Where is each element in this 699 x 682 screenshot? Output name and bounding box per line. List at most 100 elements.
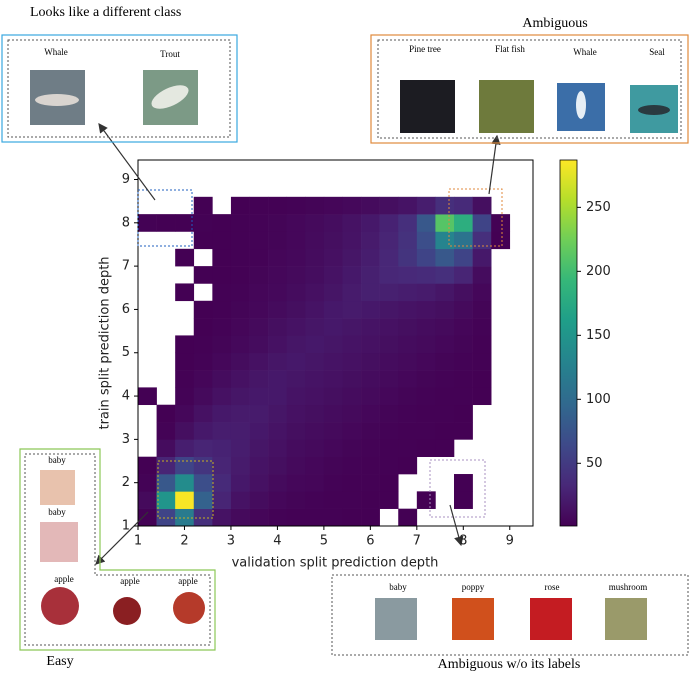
heatmap-cell bbox=[323, 283, 343, 302]
heatmap-cell bbox=[454, 387, 473, 406]
heatmap-cell bbox=[212, 231, 232, 250]
heatmap-cell bbox=[212, 318, 232, 336]
heatmap-cell bbox=[138, 387, 157, 406]
heatmap-cell bbox=[230, 387, 250, 406]
heatmap-cell bbox=[342, 266, 362, 284]
heatmap-cell bbox=[268, 248, 288, 267]
heatmap-cell bbox=[193, 422, 213, 440]
heatmap-cell bbox=[379, 300, 399, 319]
heatmap-cell bbox=[156, 422, 176, 440]
heatmap-cell bbox=[416, 370, 436, 388]
heatmap-cell bbox=[175, 352, 195, 371]
heatmap-cell bbox=[361, 387, 380, 406]
heatmap-cell bbox=[379, 318, 399, 336]
heatmap-cell bbox=[361, 370, 380, 388]
heatmap-cell bbox=[193, 231, 213, 250]
heatmap-cell bbox=[435, 439, 455, 457]
y-tick-label: 4 bbox=[122, 389, 130, 404]
heatmap-cell bbox=[249, 283, 269, 302]
thumbnail bbox=[40, 470, 75, 505]
heatmap-cell bbox=[379, 422, 399, 440]
heatmap-cell bbox=[323, 387, 343, 406]
heatmap-cell bbox=[435, 214, 455, 232]
heatmap-cell bbox=[305, 248, 325, 267]
image-label: baby bbox=[389, 582, 407, 592]
heatmap-cell bbox=[138, 508, 157, 527]
colorbar-tick-label: 200 bbox=[586, 264, 611, 279]
heatmap-cell bbox=[361, 404, 380, 423]
thumbnail bbox=[113, 597, 141, 625]
heatmap-cell bbox=[268, 352, 288, 371]
heatmap-cell bbox=[361, 231, 380, 250]
heatmap-cell bbox=[175, 404, 195, 423]
heatmap-cell bbox=[268, 422, 288, 440]
heatmap-cell bbox=[286, 300, 306, 319]
heatmap-cell bbox=[175, 508, 195, 527]
heatmap-cell bbox=[398, 439, 418, 457]
heatmap-cell bbox=[286, 248, 306, 267]
heatmap-cell bbox=[398, 387, 418, 406]
heatmap-cell bbox=[342, 318, 362, 336]
heatmap-cell bbox=[435, 335, 455, 354]
heatmap-cell bbox=[379, 404, 399, 423]
heatmap-cell bbox=[249, 474, 269, 492]
heatmap-cell bbox=[268, 231, 288, 250]
heatmap-cell bbox=[286, 456, 306, 475]
heatmap-cell bbox=[454, 335, 473, 354]
heatmap-cell bbox=[379, 474, 399, 492]
heatmap-cell bbox=[398, 508, 418, 527]
image-label: baby bbox=[48, 455, 66, 465]
heatmap-cell bbox=[435, 352, 455, 371]
heatmap-cell bbox=[268, 508, 288, 527]
axes-frame bbox=[137, 159, 534, 527]
x-tick-label: 2 bbox=[180, 534, 188, 549]
heatmap-cell bbox=[435, 370, 455, 388]
heatmap-cell bbox=[398, 404, 418, 423]
heatmap-cell bbox=[454, 352, 473, 371]
heatmap-cell bbox=[249, 266, 269, 284]
heatmap-cell bbox=[212, 422, 232, 440]
heatmap-cell bbox=[342, 422, 362, 440]
heatmap-cell bbox=[268, 196, 288, 215]
heatmap-cell bbox=[398, 422, 418, 440]
heatmap-cell bbox=[342, 491, 362, 509]
image-label: Seal bbox=[649, 47, 665, 57]
heatmap-cell bbox=[156, 508, 176, 527]
heatmap-cell bbox=[212, 387, 232, 406]
heatmap-cell bbox=[212, 491, 232, 509]
heatmap-cell bbox=[416, 283, 436, 302]
heatmap-cell bbox=[268, 404, 288, 423]
panel-frame bbox=[370, 34, 689, 144]
colorbar-tick-label: 50 bbox=[586, 456, 603, 471]
heatmap-cell bbox=[138, 491, 157, 509]
x-tick-label: 5 bbox=[320, 534, 328, 549]
image-label: apple bbox=[178, 576, 198, 586]
heatmap-cell bbox=[416, 214, 436, 232]
heatmap-cell bbox=[398, 248, 418, 267]
heatmap-cell bbox=[342, 456, 362, 475]
heatmap-cell bbox=[435, 266, 455, 284]
x-tick-label: 3 bbox=[227, 534, 235, 549]
image-label: Whale bbox=[44, 47, 67, 57]
heatmap-cell bbox=[435, 248, 455, 267]
heatmap-cell bbox=[323, 248, 343, 267]
heatmap-cell bbox=[286, 474, 306, 492]
thumbnail-detail bbox=[151, 85, 189, 109]
heatmap-cell bbox=[175, 456, 195, 475]
heatmap-cell bbox=[435, 318, 455, 336]
y-tick-label: 9 bbox=[122, 172, 130, 187]
arrow bbox=[488, 134, 501, 195]
heatmap-cell bbox=[342, 283, 362, 302]
heatmap-cell bbox=[454, 283, 473, 302]
colorbar bbox=[559, 159, 578, 527]
heatmap-cell bbox=[398, 456, 418, 475]
heatmap-cell bbox=[156, 214, 176, 232]
heatmap-cell bbox=[305, 283, 325, 302]
heatmap-cell bbox=[361, 456, 380, 475]
heatmap-cell bbox=[379, 248, 399, 267]
thumbnail-detail bbox=[35, 94, 79, 106]
heatmap-cell bbox=[305, 196, 325, 215]
heatmap-cell bbox=[286, 422, 306, 440]
heatmap-cell bbox=[416, 300, 436, 319]
heatmap-cell bbox=[193, 214, 213, 232]
